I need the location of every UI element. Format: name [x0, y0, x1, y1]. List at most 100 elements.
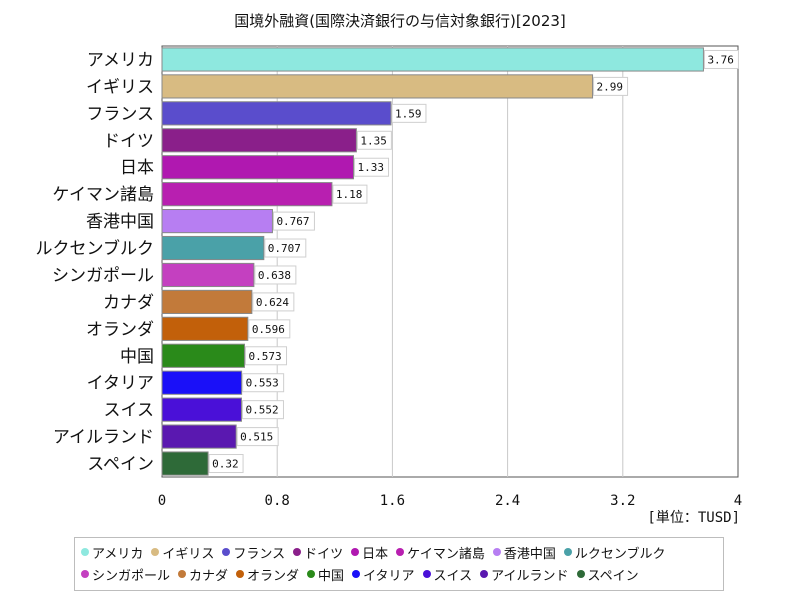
category-label: イギリス — [86, 77, 154, 97]
bar — [161, 209, 273, 234]
legend-label: カナダ — [189, 568, 229, 584]
category-label: オランダ — [86, 320, 154, 340]
legend-item: オランダ — [236, 563, 299, 585]
data-label: 0.515 — [240, 431, 273, 444]
data-label: 0.553 — [246, 377, 279, 390]
data-label: 1.59 — [395, 107, 422, 120]
bar — [161, 397, 242, 422]
data-label-box — [354, 157, 390, 177]
unit-label: [単位：TUSD] — [647, 510, 740, 526]
bar — [161, 370, 243, 395]
data-label: 1.18 — [336, 188, 363, 201]
legend-label: アメリカ — [92, 546, 144, 562]
legend-marker — [351, 548, 360, 556]
legend-item: 中国 — [307, 563, 344, 585]
legend-item: イタリア — [352, 563, 415, 585]
x-tick-label: 0.8 — [265, 493, 290, 509]
legend-label: イギリス — [162, 546, 215, 562]
legend-marker — [563, 548, 572, 556]
legend-item: カナダ — [178, 563, 228, 585]
category-label: 香港中国 — [86, 212, 154, 232]
legend-marker — [307, 570, 316, 578]
data-label-box — [272, 211, 315, 231]
data-label-box — [593, 76, 629, 96]
legend-marker — [151, 548, 160, 556]
data-label: 1.33 — [358, 161, 385, 174]
legend-item: アイルランド — [480, 563, 569, 585]
legend-label: 中国 — [318, 568, 345, 584]
data-label-box — [264, 238, 307, 258]
legend-item: フランス — [222, 541, 285, 563]
category-label: フランス — [86, 104, 154, 124]
legend-item: スイス — [422, 563, 473, 585]
legend-label: スイス — [433, 568, 473, 584]
data-label-box — [248, 319, 291, 339]
legend-marker — [222, 548, 231, 556]
data-label-box — [245, 346, 288, 366]
data-label-box — [356, 130, 392, 150]
data-label: 0.624 — [256, 296, 289, 309]
data-label: 0.573 — [249, 350, 282, 363]
legend-item: スペイン — [576, 563, 639, 585]
bar — [161, 47, 704, 72]
legend-marker — [81, 548, 89, 556]
x-tick-label: 1.6 — [380, 493, 405, 509]
bar — [161, 128, 357, 153]
category-label: ドイツ — [103, 131, 154, 151]
data-label: 0.552 — [245, 404, 278, 417]
category-label: アメリカ — [87, 50, 154, 70]
legend-item: ルクセンブルク — [563, 541, 666, 563]
legend-label: ドイツ — [304, 546, 344, 562]
legend-marker — [293, 548, 302, 556]
bar — [161, 424, 237, 449]
data-label-box — [208, 454, 244, 474]
legend-marker — [492, 548, 501, 556]
bar — [161, 182, 333, 207]
data-label: 0.32 — [212, 458, 239, 471]
bar — [161, 343, 246, 368]
legend-marker — [422, 570, 431, 578]
bar — [161, 262, 255, 288]
data-label-box — [252, 292, 295, 312]
legend-item: シンガポール — [81, 563, 170, 585]
data-label-box — [242, 373, 285, 393]
legend-item: アメリカ — [81, 541, 143, 563]
bar — [161, 451, 209, 476]
data-label: 3.76 — [707, 53, 734, 66]
data-label: 0.638 — [258, 269, 291, 282]
data-label: 0.707 — [268, 242, 301, 255]
legend-item: 日本 — [351, 541, 388, 563]
bar — [161, 155, 355, 180]
legend-label: オランダ — [247, 568, 300, 584]
legend-marker — [236, 570, 245, 578]
bar — [161, 316, 249, 341]
legend-label: 香港中国 — [503, 546, 556, 562]
data-label: 0.767 — [276, 215, 309, 228]
legend-label: 日本 — [362, 546, 389, 562]
data-label-box — [254, 265, 297, 285]
data-label: 1.35 — [360, 134, 387, 147]
data-label-box — [241, 400, 284, 420]
category-label: ケイマン諸島 — [52, 185, 154, 205]
legend-item: イギリス — [151, 541, 214, 563]
legend-marker — [480, 570, 489, 578]
x-tick-label: 4 — [734, 493, 742, 509]
x-tick-label: 2.4 — [495, 493, 520, 509]
category-label: アイルランド — [53, 428, 154, 448]
category-label: スペイン — [87, 455, 154, 475]
data-label: 0.596 — [252, 323, 285, 336]
legend-marker — [352, 570, 361, 578]
legend-label: フランス — [233, 546, 286, 562]
legend-label: アイルランド — [491, 568, 569, 584]
data-label: 2.99 — [597, 80, 624, 93]
chart-title: 国境外融資(国際決済銀行の与信対象銀行)[2023] — [234, 12, 566, 30]
legend: アメリカ イギリス フランス ドイツ 日本 ケイマン諸島 香港中国 ルクセンブルク シンガポール… — [74, 537, 724, 591]
x-tick-label: 3.2 — [610, 493, 635, 509]
data-label-box — [236, 427, 279, 447]
legend-marker — [396, 548, 405, 556]
legend-marker — [81, 570, 89, 578]
legend-label: イタリア — [363, 568, 415, 584]
category-label: 日本 — [120, 158, 154, 178]
legend-label: スペイン — [587, 568, 639, 584]
